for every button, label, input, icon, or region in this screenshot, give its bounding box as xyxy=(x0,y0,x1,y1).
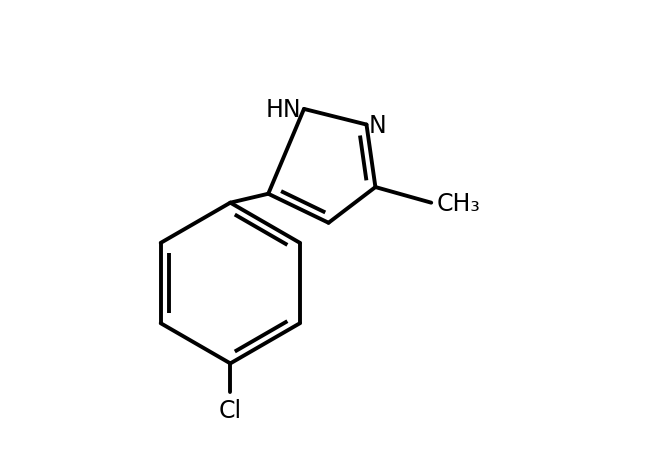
Text: Cl: Cl xyxy=(218,398,242,422)
Text: HN: HN xyxy=(266,98,302,122)
Text: CH₃: CH₃ xyxy=(437,191,480,215)
Text: N: N xyxy=(369,113,386,137)
